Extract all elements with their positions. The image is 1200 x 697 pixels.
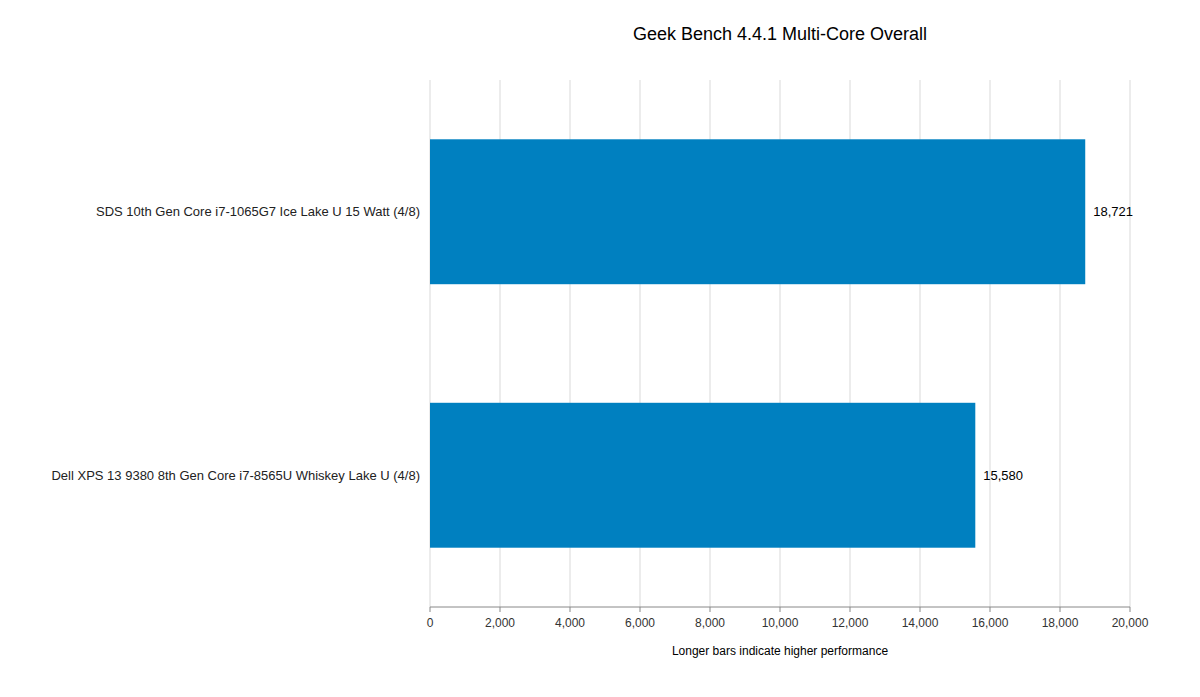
bar	[430, 403, 975, 548]
x-axis: 0 2,000 4,000 6,000 8,000 10,000 12,000 14,000 1…	[427, 607, 1149, 630]
bar	[430, 139, 1085, 284]
tick-label: 14,000	[902, 616, 939, 630]
grid-line	[1130, 80, 1131, 607]
tick	[1060, 607, 1061, 612]
tick-label: 2,000	[485, 616, 515, 630]
labels: 18,721 SDS 10th Gen Core i7-1065G7 Ice La…	[51, 204, 1133, 483]
bars	[430, 139, 1085, 547]
tick-label: 0	[427, 616, 434, 630]
x-label: Longer bars indicate higher performance	[672, 644, 888, 658]
axis-line	[430, 607, 1130, 608]
tick	[500, 607, 501, 612]
tick-label: 8,000	[695, 616, 725, 630]
tick-label: 10,000	[762, 616, 799, 630]
tick	[920, 607, 921, 612]
tick-label: 4,000	[555, 616, 585, 630]
tick	[640, 607, 641, 612]
data-label: 15,580	[983, 468, 1023, 483]
category-label: Dell XPS 13 9380 8th Gen Core i7-8565U W…	[51, 468, 420, 483]
chart: Geek Bench 4.4.1 Multi-Core Overall 0 2,00…	[0, 0, 1200, 697]
tick	[570, 607, 571, 612]
title: Geek Bench 4.4.1 Multi-Core Overall	[633, 24, 927, 44]
category-label: SDS 10th Gen Core i7-1065G7 Ice Lake U 1…	[96, 204, 420, 219]
tick-label: 16,000	[972, 616, 1009, 630]
tick-label: 6,000	[625, 616, 655, 630]
tick	[780, 607, 781, 612]
tick	[1130, 607, 1131, 612]
tick	[990, 607, 991, 612]
grid	[430, 80, 1130, 607]
tick	[430, 607, 431, 612]
tick	[850, 607, 851, 612]
tick	[710, 607, 711, 612]
data-label: 18,721	[1093, 204, 1133, 219]
tick-label: 18,000	[1042, 616, 1079, 630]
tick-label: 12,000	[832, 616, 869, 630]
tick-label: 20,000	[1112, 616, 1149, 630]
